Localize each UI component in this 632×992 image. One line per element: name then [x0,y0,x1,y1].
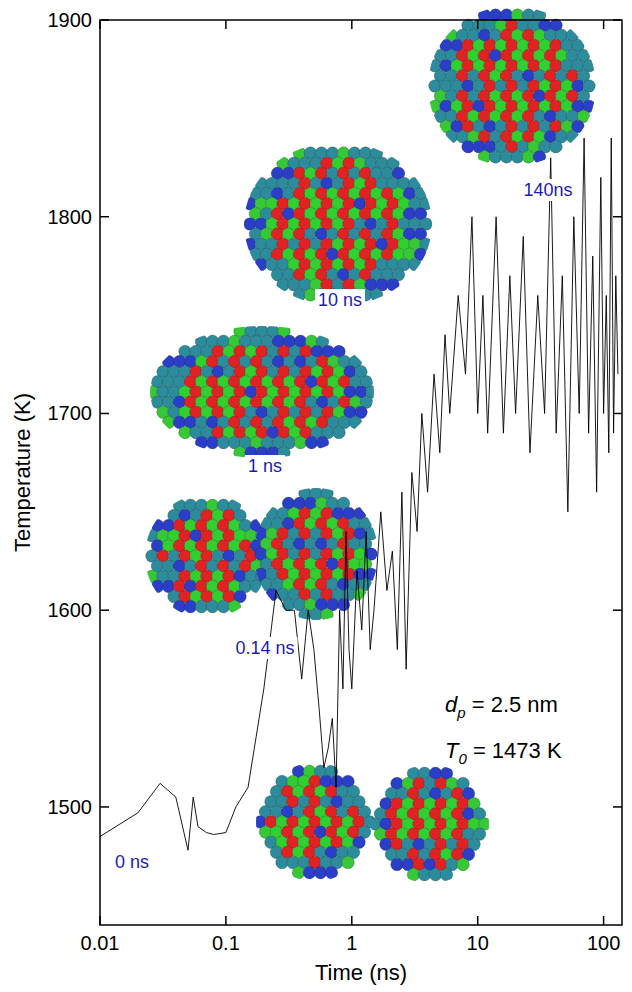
y-tick [613,19,622,21]
particle [146,325,379,459]
annotation: dp = 2.5 nm [445,692,558,721]
y-tick [613,806,622,808]
x-tick [351,916,353,925]
x-tick-label: 0.1 [212,932,240,954]
x-tick [351,20,353,29]
particle [254,765,377,879]
particle [146,499,269,613]
x-tick [477,20,479,29]
x-tick [603,916,605,925]
annotation-text: = 2.5 nm [466,692,558,717]
y-tick-label: 1500 [48,796,93,818]
particle [255,487,378,621]
label-patch [232,637,297,659]
y-tick [100,216,109,218]
x-tick-label: 100 [587,932,620,954]
x-axis-title: Time (ns) [315,960,407,985]
annotations: dp = 2.5 nm T0 = 1473 K [445,692,562,767]
annotation-text: = 1473 K [467,738,562,763]
x-tick [99,20,101,29]
snapshot-label: 0 ns [115,852,149,872]
snapshots [146,9,596,881]
x-tick [603,20,605,29]
x-tick [225,916,227,925]
y-tick [613,609,622,611]
y-tick-label: 1800 [48,206,93,228]
y-tick-label: 1700 [48,402,93,424]
y-tick [613,216,622,218]
label-patch [520,179,575,201]
subscript: p [456,704,465,721]
particle [429,9,596,163]
y-tick [100,806,109,808]
y-tick [100,19,109,21]
y-tick [613,413,622,415]
annotation: T0 = 1473 K [445,738,562,767]
snapshot-label: 140ns [523,180,572,200]
snapshot-labels: 0 ns 0.14 ns 1 ns 10 ns 140ns [112,179,576,873]
y-axis-title: Temperature (K) [10,393,35,552]
snapshot-label: 10 ns [318,290,362,310]
chart: 0.01 0.1 1 10 100 1500 1600 1700 1800 1900 Time (n… [0,0,632,992]
x-tick-label: 0.01 [81,932,120,954]
x-tick [99,916,101,925]
y-tick [100,413,109,415]
series [100,138,618,850]
y-tick-label: 1900 [48,9,93,31]
label-patch [315,289,365,311]
symbol: d [445,692,458,717]
particle [244,147,433,301]
x-tick [225,20,227,29]
x-tick [477,916,479,925]
particle [369,767,492,881]
x-tick-label: 1 [346,932,357,954]
plot-frame [100,20,622,925]
y-tick [100,609,109,611]
snapshot-label: 0.14 ns [235,638,294,658]
label-patch [245,455,285,477]
temperature-line [100,138,618,850]
x-tick-label: 10 [467,932,489,954]
snapshot-label: 1 ns [248,456,282,476]
label-patch [112,851,152,873]
axes: 0.01 0.1 1 10 100 1500 1600 1700 1800 1900 Time (n… [10,9,622,985]
y-tick-label: 1600 [48,599,93,621]
